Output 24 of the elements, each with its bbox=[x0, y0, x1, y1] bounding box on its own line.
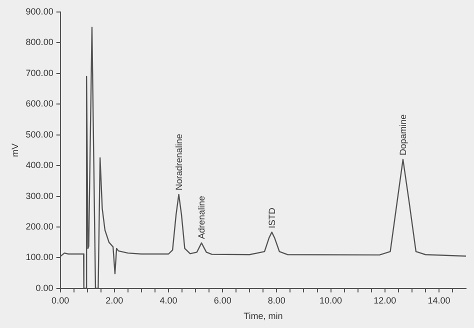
x-tick-label: 4.00 bbox=[160, 295, 178, 306]
x-tick-label: 14.00 bbox=[428, 295, 450, 306]
y-tick-label: 500.00 bbox=[26, 129, 54, 140]
y-axis-title: mV bbox=[10, 143, 20, 157]
y-tick-label: 300.00 bbox=[26, 190, 54, 201]
y-tick-label: 900.00 bbox=[26, 6, 54, 16]
annotation: Adrenaline bbox=[196, 196, 206, 239]
x-tick-label: 12.00 bbox=[374, 295, 396, 306]
x-tick-label: 10.00 bbox=[320, 295, 342, 306]
x-tick-label: 0.00 bbox=[52, 295, 70, 306]
x-axis-title: Time, min bbox=[244, 311, 283, 322]
annotation: ISTD bbox=[266, 207, 277, 228]
x-tick-label: 2.00 bbox=[106, 295, 124, 306]
annotation: Dopamine bbox=[398, 114, 408, 156]
y-tick-label: 700.00 bbox=[26, 68, 54, 78]
y-tick-label: 800.00 bbox=[26, 37, 54, 48]
x-tick-label: 8.00 bbox=[268, 295, 286, 306]
y-tick-label: 0.00 bbox=[36, 282, 54, 293]
y-tick-label: 400.00 bbox=[26, 160, 54, 170]
x-tick-label: 6.00 bbox=[214, 295, 232, 306]
y-tick-label: 100.00 bbox=[26, 252, 54, 262]
y-tick-label: 600.00 bbox=[26, 98, 54, 109]
annotation: Noradrenaline bbox=[174, 134, 184, 190]
y-tick-label: 200.00 bbox=[26, 221, 54, 232]
